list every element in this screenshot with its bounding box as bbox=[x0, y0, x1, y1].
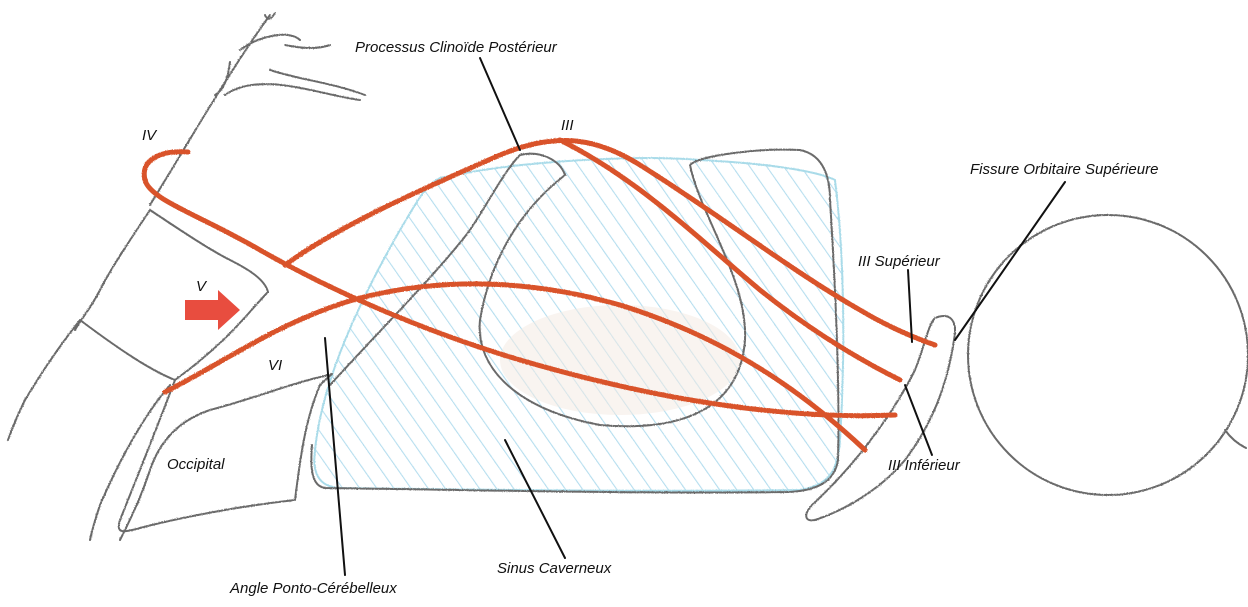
leader-fissure bbox=[954, 181, 1066, 341]
sinus-caverneux-area bbox=[313, 157, 845, 492]
eye-edge-outline bbox=[1224, 429, 1247, 449]
leader-clinoid bbox=[479, 57, 521, 151]
label-nerf-vi: VI bbox=[268, 357, 282, 374]
leader-sinus bbox=[504, 439, 566, 559]
left-bone-outline bbox=[7, 209, 269, 441]
label-nerf-iv: IV bbox=[142, 127, 158, 144]
label-nerf-iii: III bbox=[561, 117, 574, 134]
angle-ponto-outline bbox=[89, 384, 171, 541]
leader-iii-inferieur bbox=[904, 384, 933, 456]
label-occipital: Occipital bbox=[167, 456, 225, 473]
label-processus-clinoide: Processus Clinoïde Postérieur bbox=[355, 39, 558, 56]
nerve-iii-path bbox=[282, 138, 938, 348]
label-fissure-orbitaire: Fissure Orbitaire Supérieure bbox=[970, 161, 1158, 178]
label-sinus-caverneux: Sinus Caverneux bbox=[497, 560, 612, 577]
nerve-vi-path bbox=[162, 281, 868, 453]
occipital-outline bbox=[117, 372, 333, 541]
label-iii-superieur: III Supérieur bbox=[858, 253, 941, 270]
leader-angle bbox=[324, 337, 346, 576]
clinoid-process-outline bbox=[310, 148, 840, 494]
label-iii-inferieur: III Inférieur bbox=[888, 457, 961, 474]
nerve-v-arrow bbox=[185, 290, 240, 330]
nerve-iii-lower-path bbox=[557, 137, 903, 383]
eye-globe-outline bbox=[967, 214, 1248, 496]
leader-iii-superieur bbox=[907, 269, 913, 343]
orbital-fissure-outline bbox=[805, 315, 956, 522]
label-angle-ponto: Angle Ponto-Cérébelleux bbox=[229, 580, 397, 597]
upper-branch-outline bbox=[149, 12, 366, 206]
label-nerf-v: V bbox=[196, 278, 208, 295]
